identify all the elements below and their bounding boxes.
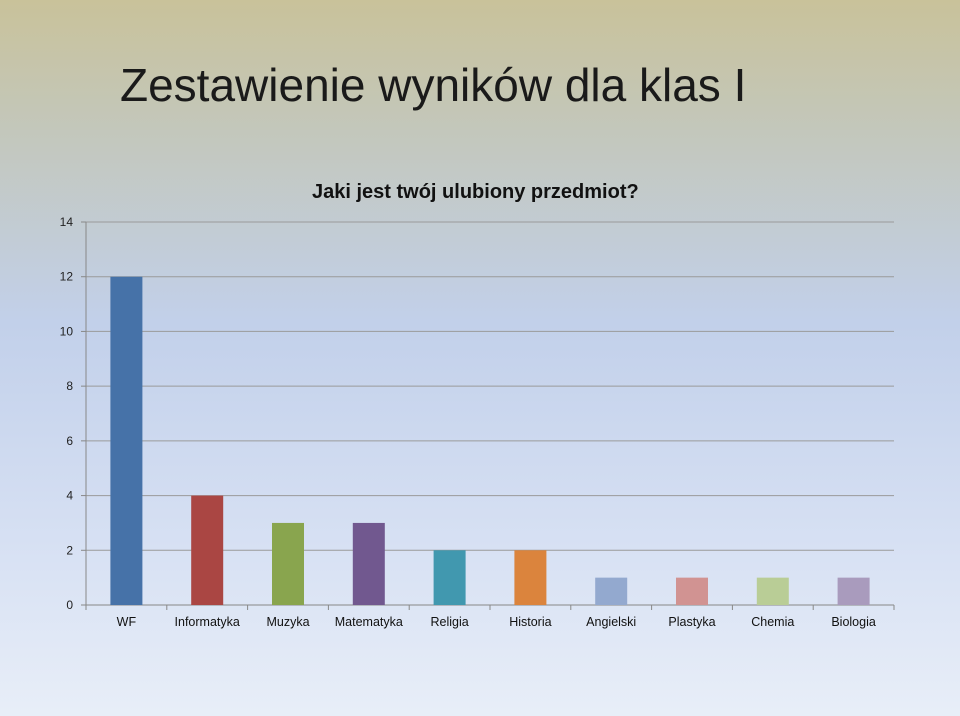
- x-category-label: Historia: [509, 615, 551, 629]
- y-tick-label: 0: [66, 598, 73, 612]
- bar-religia: [433, 550, 466, 605]
- bar-chemia: [756, 577, 789, 605]
- gridlines: [86, 221, 894, 551]
- y-tick-label: 12: [60, 270, 74, 284]
- x-category-label: Plastyka: [668, 615, 715, 629]
- bar-wf: [110, 276, 143, 605]
- y-tick-label: 14: [60, 215, 74, 229]
- bar-angielski: [595, 577, 628, 605]
- y-tick-label: 6: [66, 434, 73, 448]
- bar-muzyka: [272, 522, 304, 605]
- labels: 0 2 4 6 8 10 12 14 WF Informatyka Muzyka Matematyka…: [60, 215, 876, 629]
- y-tick-label: 10: [60, 324, 74, 338]
- bar-historia: [514, 550, 547, 605]
- y-tick-label: 8: [66, 379, 73, 393]
- bar-informatyka: [191, 495, 224, 605]
- bar-biologia: [837, 577, 870, 605]
- x-category-label: Muzyka: [266, 615, 309, 629]
- slide-title: Zestawienie wyników dla klas I: [120, 59, 747, 111]
- chart-title: Jaki jest twój ulubiony przedmiot?: [312, 181, 639, 203]
- y-tick-label: 2: [66, 543, 73, 557]
- y-tick-label: 4: [66, 489, 73, 503]
- x-category-label: Informatyka: [175, 615, 240, 629]
- bar-plastyka: [676, 577, 708, 605]
- x-category-label: Chemia: [751, 615, 794, 629]
- x-category-label: Biologia: [831, 615, 876, 629]
- x-category-label: Religia: [430, 615, 468, 629]
- bars: [110, 276, 870, 605]
- x-category-label: Angielski: [586, 615, 636, 629]
- x-category-label: WF: [117, 615, 137, 629]
- bar-matematyka: [352, 522, 385, 605]
- x-category-label: Matematyka: [335, 615, 403, 629]
